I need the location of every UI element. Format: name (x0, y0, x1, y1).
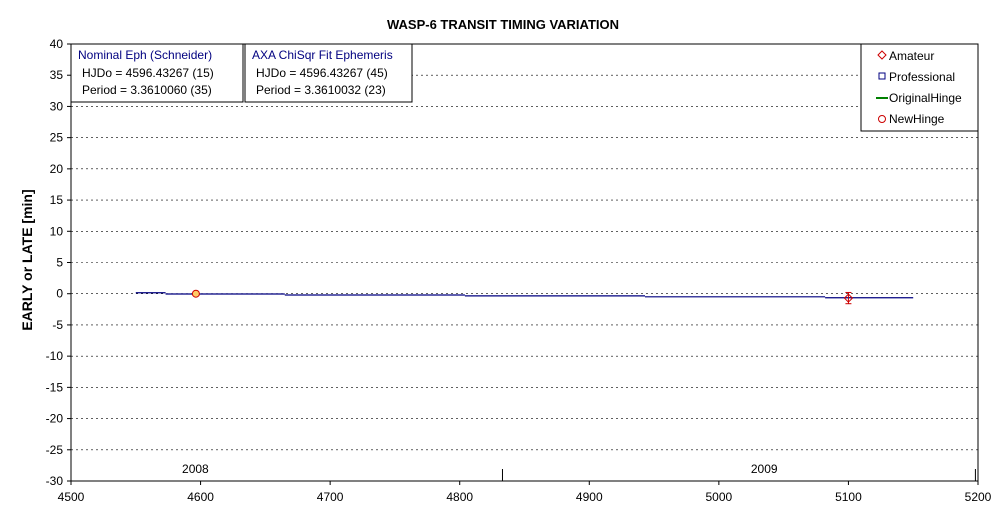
year-label: 2008 (182, 462, 209, 476)
y-axis-label: EARLY or LATE [min] (19, 189, 35, 330)
legend-amateur-label: Amateur (889, 49, 934, 63)
x-tick-label: 5000 (706, 490, 733, 504)
chart-title: WASP-6 TRANSIT TIMING VARIATION (387, 17, 619, 32)
newhinge-point (191, 289, 200, 298)
y-tick-label: -30 (46, 474, 64, 488)
legend-professional-label: Professional (889, 70, 955, 84)
y-tick-label: 15 (50, 193, 64, 207)
y-tick-label: 5 (56, 256, 63, 270)
legend-professional-marker (878, 72, 886, 80)
x-tick-label: 5100 (835, 490, 862, 504)
x-tick-label: 4900 (576, 490, 603, 504)
y-tick-label: 20 (50, 162, 64, 176)
info-box-fit-line-2: Period = 3.3610032 (23) (256, 83, 386, 97)
y-tick-label: -10 (46, 349, 64, 363)
data-series (135, 289, 914, 305)
info-box-nominal-line-1: HJDo = 4596.43267 (15) (82, 66, 214, 80)
info-box-fit: AXA ChiSqr Fit Ephemeris HJDo = 4596.432… (244, 43, 413, 103)
y-tick-label: -15 (46, 380, 64, 394)
year-label: 2009 (751, 462, 778, 476)
info-box-fit-line-1: HJDo = 4596.43267 (45) (256, 66, 388, 80)
x-tick-label: 4800 (446, 490, 473, 504)
y-tick-label: 0 (56, 287, 63, 301)
legend-newhinge-label: NewHinge (889, 112, 945, 126)
y-tick-label: 25 (50, 131, 64, 145)
x-tick-label: 5200 (965, 490, 992, 504)
y-tick-label: 30 (50, 99, 64, 113)
info-box-nominal-title: Nominal Eph (Schneider) (78, 48, 212, 62)
x-tick-label: 4700 (317, 490, 344, 504)
axes: 40 35 30 25 20 15 10 5 0 -5 -10 -15 -20 -25 -30 4500 460… (46, 37, 992, 504)
grid (71, 74, 978, 451)
legend-originalhinge-label: OriginalHinge (889, 91, 962, 105)
y-tick-label: 35 (50, 68, 64, 82)
x-tick-label: 4600 (187, 490, 214, 504)
y-tick-label: 10 (50, 224, 64, 238)
y-tick-label: 40 (50, 37, 64, 51)
amateur-point (843, 293, 854, 303)
x-tick-label: 4500 (58, 490, 85, 504)
legend: Amateur Professional OriginalHinge NewHi… (860, 43, 979, 132)
legend-amateur-marker (877, 50, 887, 60)
y-tick-label: -25 (46, 443, 64, 457)
y-tick-label: -20 (46, 412, 64, 426)
info-box-nominal-line-2: Period = 3.3610060 (35) (82, 83, 212, 97)
info-box-fit-title: AXA ChiSqr Fit Ephemeris (252, 48, 393, 62)
legend-newhinge-marker (878, 115, 886, 123)
info-box-nominal: Nominal Eph (Schneider) HJDo = 4596.4326… (70, 43, 244, 103)
y-tick-label: -5 (52, 318, 63, 332)
